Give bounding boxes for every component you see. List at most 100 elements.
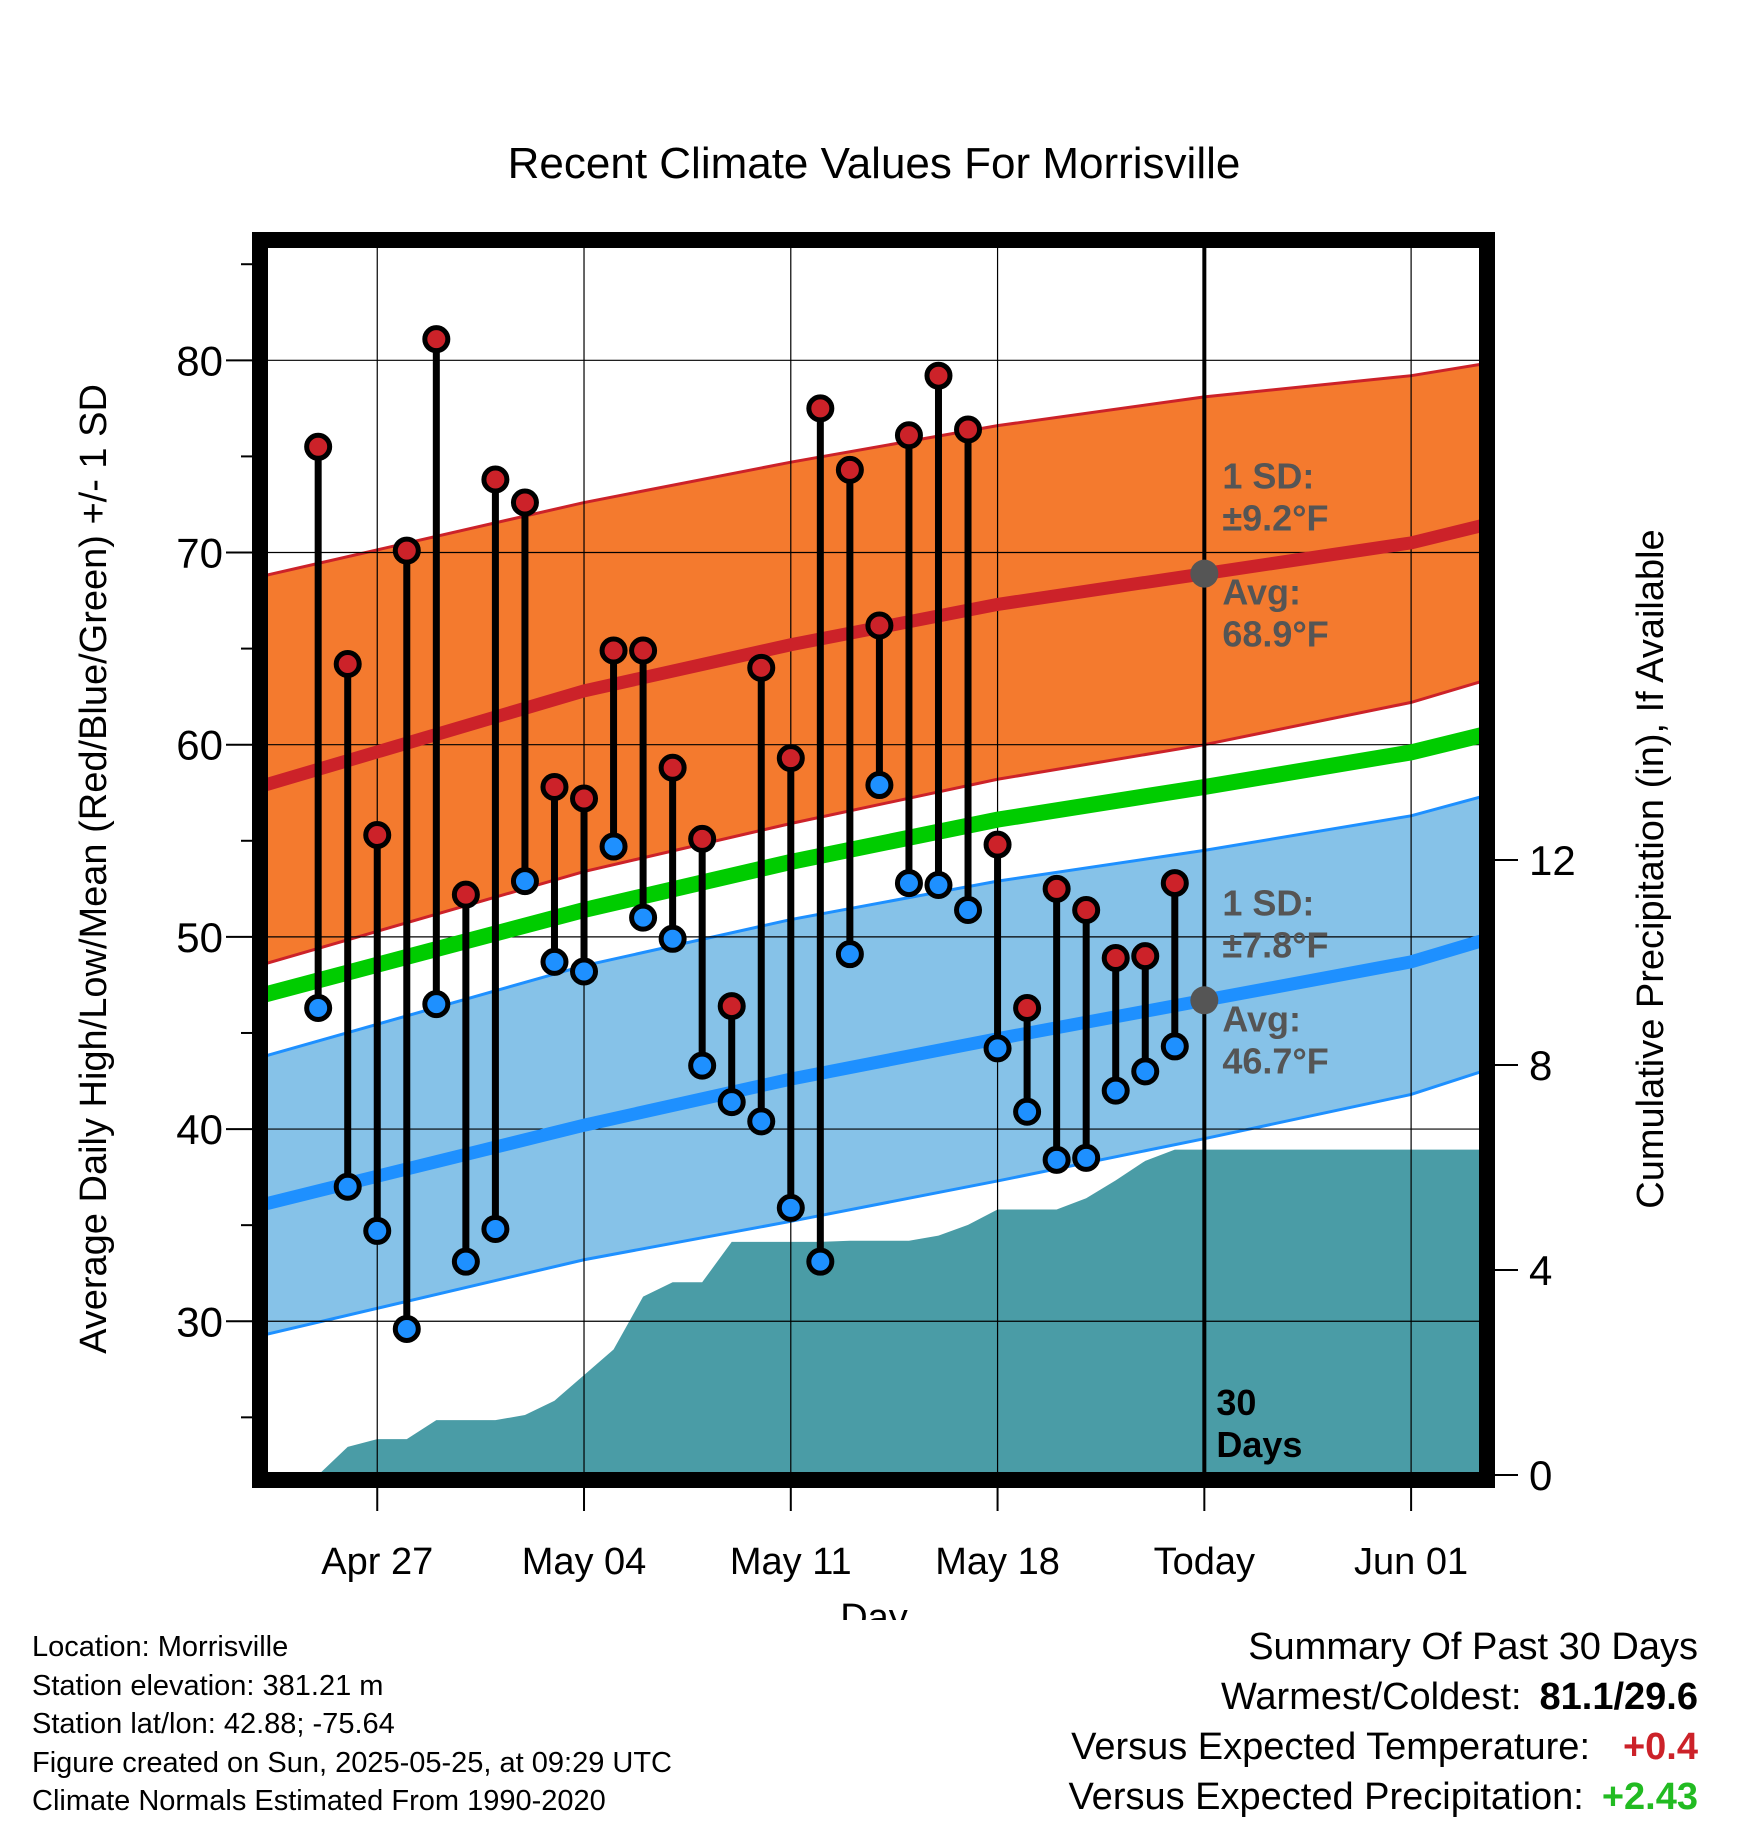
obs-high-point: [570, 784, 599, 813]
precip-label: Versus Expected Precipitation:: [1068, 1776, 1584, 1818]
obs-high-point: [304, 432, 333, 461]
x-tick-label: May 04: [522, 1541, 647, 1583]
obs-low-point: [1072, 1143, 1101, 1172]
obs-high-point: [540, 772, 569, 801]
obs-low-point: [924, 870, 953, 899]
obs-high-point: [924, 361, 953, 390]
obs-high-point: [983, 830, 1012, 859]
summary-title: Summary Of Past 30 Days: [1248, 1626, 1698, 1668]
plot-frame: [252, 232, 1495, 1488]
precip-area: [318, 1149, 1482, 1475]
normals-text: Climate Normals Estimated From 1990-2020: [32, 1785, 606, 1817]
warmest-label: Warmest/Coldest:: [1220, 1676, 1522, 1718]
high-sd-band: [265, 364, 1482, 964]
station-info: Location: Morrisville Station elevation:…: [32, 1628, 672, 1821]
obs-low-point: [599, 832, 628, 861]
obs-high-point: [422, 325, 451, 354]
obs-low-point: [570, 957, 599, 986]
obs-low-point: [363, 1216, 392, 1245]
obs-high-point: [510, 488, 539, 517]
high-sd-value: ±9.2°F: [1222, 498, 1328, 539]
obs-high-point: [688, 824, 717, 853]
y2-tick-label: 0: [1529, 1452, 1552, 1499]
obs-low-point: [510, 867, 539, 896]
x-tick-label: Today: [1154, 1541, 1255, 1583]
obs-high-point: [629, 636, 658, 665]
obs-low-point: [776, 1193, 805, 1222]
obs-low-point: [1013, 1097, 1042, 1126]
obs-low-point: [540, 947, 569, 976]
obs-low-point: [806, 1247, 835, 1276]
obs-high-point: [451, 880, 480, 909]
obs-low-point: [1160, 1032, 1189, 1061]
high-avg-marker: [1190, 559, 1219, 588]
low-avg-value: 46.7°F: [1222, 1040, 1328, 1081]
obs-high-point: [747, 653, 776, 682]
y-tick-label: 40: [176, 1106, 223, 1153]
precip-value: +2.43: [1601, 1776, 1698, 1818]
obs-high-point: [658, 753, 687, 782]
low-avg-marker: [1190, 986, 1219, 1015]
obs-high-point: [1101, 944, 1130, 973]
obs-low-point: [835, 940, 864, 969]
axes: 30 40 50 60 70 80 0 4 8 12 Apr 27 May 04 May 11 May 1…: [176, 232, 1576, 1583]
x-tick-label: May 11: [730, 1541, 852, 1583]
obs-low-point: [304, 993, 333, 1022]
created-text: Figure created on Sun, 2025-05-25, at 09…: [32, 1746, 672, 1779]
low-avg-label: Avg:: [1222, 998, 1301, 1039]
obs-low-point: [658, 924, 687, 953]
obs-high-point: [954, 415, 983, 444]
x-tick-label: Apr 27: [321, 1541, 433, 1583]
y-tick-label: 30: [176, 1298, 223, 1345]
summary-temp-row: Versus Expected Temperature: +0.4: [1068, 1722, 1698, 1772]
obs-low-point: [688, 1051, 717, 1080]
obs-low-point: [1131, 1057, 1160, 1086]
x-axis-label: Day: [840, 1597, 908, 1620]
location-text: Location: Morrisville: [32, 1631, 289, 1663]
warmest-value: 81.1/29.6: [1539, 1676, 1698, 1718]
obs-high-point: [599, 636, 628, 665]
low-sd-value: ±7.8°F: [1222, 924, 1328, 965]
obs-low-point: [1042, 1145, 1071, 1174]
temp-label: Versus Expected Temperature:: [1071, 1726, 1590, 1768]
y-axis-label: Average Daily High/Low/Mean (Red/Blue/Gr…: [73, 384, 115, 1354]
obs-low-point: [983, 1034, 1012, 1063]
summary-precip-row: Versus Expected Precipitation: +2.43: [1068, 1772, 1698, 1822]
obs-low-point: [717, 1088, 746, 1117]
high-avg-label: Avg:: [1222, 572, 1301, 613]
obs-low-point: [1101, 1076, 1130, 1105]
x-tick-label: May 18: [935, 1541, 1060, 1583]
low-sd-label: 1 SD:: [1222, 882, 1314, 923]
y2-tick-label: 12: [1529, 837, 1576, 884]
obs-low-point: [333, 1172, 362, 1201]
climate-chart: Recent Climate Values For Morrisville 1 …: [73, 139, 1672, 1620]
y-tick-label: 60: [176, 722, 223, 769]
obs-high-point: [1042, 874, 1071, 903]
obs-high-point: [776, 744, 805, 773]
y-tick-label: 70: [176, 530, 223, 577]
chart-title: Recent Climate Values For Morrisville: [508, 139, 1241, 188]
elevation-text: Station elevation: 381.21 m: [32, 1669, 384, 1702]
summary-warmest-row: Warmest/Coldest: 81.1/29.6: [1068, 1672, 1698, 1722]
y2-tick-label: 4: [1529, 1247, 1552, 1294]
days-count-label: 30: [1216, 1382, 1256, 1423]
obs-high-point: [1160, 869, 1189, 898]
obs-low-point: [392, 1314, 421, 1343]
y-tick-label: 50: [176, 914, 223, 961]
high-avg-value: 68.9°F: [1222, 614, 1328, 655]
obs-high-point: [481, 465, 510, 494]
obs-high-point: [865, 611, 894, 640]
high-sd-label: 1 SD:: [1222, 456, 1314, 497]
obs-low-point: [954, 895, 983, 924]
obs-low-point: [629, 903, 658, 932]
obs-high-point: [1131, 942, 1160, 971]
days-word-label: Days: [1216, 1424, 1302, 1465]
obs-low-point: [481, 1215, 510, 1243]
obs-high-point: [894, 421, 923, 450]
plot-clipped: [265, 245, 1482, 1475]
obs-high-point: [835, 455, 864, 484]
obs-low-point: [894, 869, 923, 898]
y2-axis-label: Cumulative Precipitation (in), If Availa…: [1630, 529, 1672, 1208]
obs-low-point: [747, 1107, 776, 1136]
